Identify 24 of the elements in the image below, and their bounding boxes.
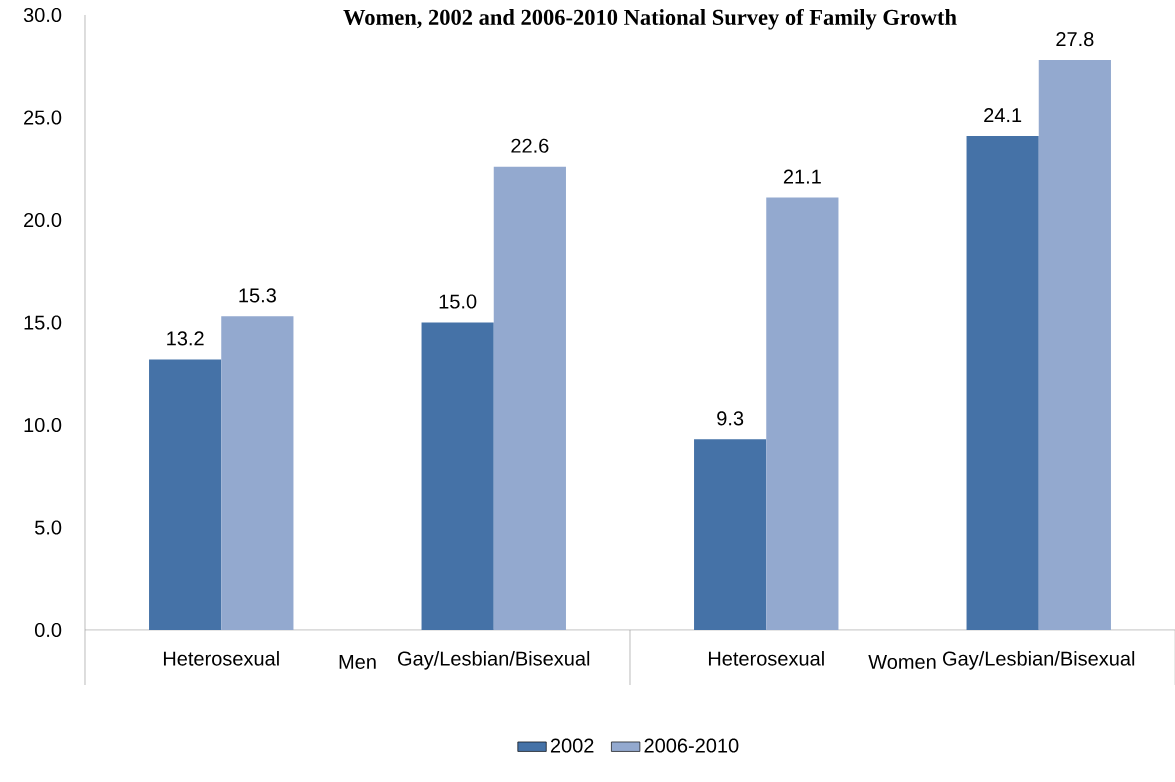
data-label: 22.6 xyxy=(511,138,549,153)
data-label: 21.1 xyxy=(783,169,821,184)
x-tick-label: Heterosexual xyxy=(163,651,279,666)
y-tick-label: 0.0 xyxy=(34,622,62,638)
y-tick-label: 15.0 xyxy=(24,315,62,330)
data-label: 15.3 xyxy=(239,288,276,303)
x-tick-label: Heterosexual xyxy=(708,651,824,666)
x-tick-label: Gay/Lesbian/Bisexual xyxy=(398,651,590,670)
data-label: 15.0 xyxy=(439,294,477,309)
x-tick-label: Gay/Lesbian/Bisexual xyxy=(943,651,1135,670)
y-tick-label: 5.0 xyxy=(35,520,62,535)
legend-label: 2002 xyxy=(550,738,594,753)
data-label: 13.2 xyxy=(167,331,204,346)
text: Women xyxy=(868,655,936,669)
text: Men xyxy=(339,655,376,669)
y-tick-label: 20.0 xyxy=(24,212,62,228)
y-tick-label: 25.0 xyxy=(24,110,62,125)
data-label: 9.3 xyxy=(717,411,744,426)
y-tick-label: 10.0 xyxy=(24,417,62,433)
data-label: 24.1 xyxy=(984,108,1022,123)
chart-title: Women, 2002 and 2006-2010 National Survey of Family Growth xyxy=(343,8,957,30)
data-label: 27.8 xyxy=(1056,32,1094,47)
y-tick-label: 30.0 xyxy=(23,7,62,23)
legend-label: 2006-2010 xyxy=(644,738,739,753)
